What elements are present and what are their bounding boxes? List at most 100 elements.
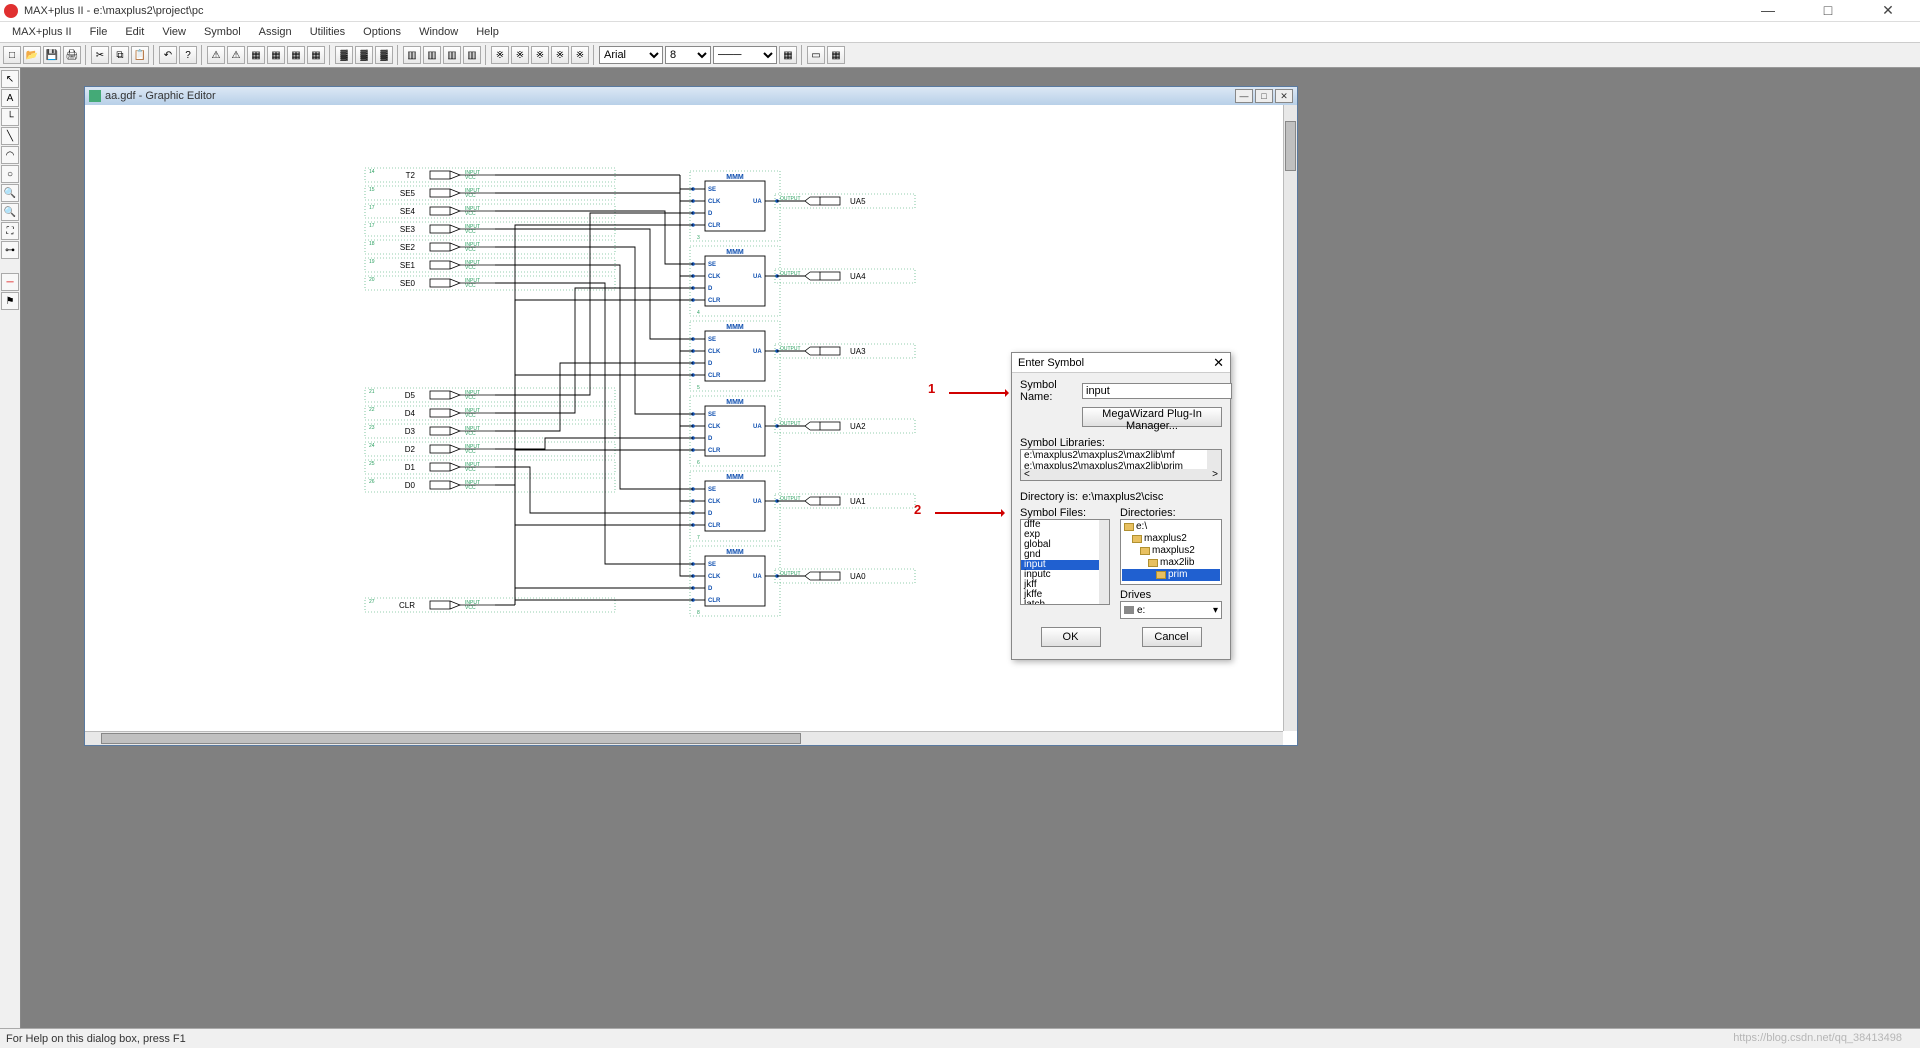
tool-connect-icon[interactable]: ⊶ (1, 241, 19, 259)
menu-utilities[interactable]: Utilities (302, 24, 353, 40)
svg-text:VCC: VCC (465, 265, 476, 271)
ok-button[interactable]: OK (1041, 627, 1101, 647)
tb-sep (85, 45, 87, 65)
svg-text:VCC: VCC (465, 605, 476, 611)
close-button[interactable]: ✕ (1868, 2, 1908, 19)
svg-text:D: D (708, 586, 713, 592)
child-max-button[interactable]: □ (1255, 89, 1273, 103)
symbol-name-input[interactable] (1082, 383, 1232, 399)
child-min-button[interactable]: — (1235, 89, 1253, 103)
linestyle-select[interactable]: ─── (713, 46, 777, 64)
font-select[interactable]: Arial (599, 46, 663, 64)
tb-comp1-icon[interactable]: ▦ (247, 46, 265, 64)
tb-new-icon[interactable]: □ (3, 46, 21, 64)
menu-help[interactable]: Help (468, 24, 507, 40)
menu-window[interactable]: Window (411, 24, 466, 40)
tool-fit-icon[interactable]: ⛶ (1, 222, 19, 240)
lib-item[interactable]: e:\maxplus2\maxplus2\max2lib\mf (1021, 450, 1221, 461)
file-item[interactable]: latch (1021, 600, 1109, 605)
tool-arc-icon[interactable]: ◠ (1, 146, 19, 164)
files-list[interactable]: dffeexpglobalgndinputinputcjkffjkffelatc… (1020, 519, 1110, 605)
minimize-button[interactable]: — (1748, 2, 1788, 19)
dialog-close-button[interactable]: ✕ (1213, 355, 1224, 371)
child-close-button[interactable]: ✕ (1275, 89, 1293, 103)
tb-open-icon[interactable]: 📂 (23, 46, 41, 64)
tool-ortho-icon[interactable]: └ (1, 108, 19, 126)
dir-item[interactable]: maxplus2 (1122, 533, 1220, 545)
tb-print-icon[interactable]: 🖨 (63, 46, 81, 64)
lib-hscroll[interactable]: <> (1021, 469, 1221, 480)
dirs-list[interactable]: e:\maxplus2maxplus2max2libprim (1120, 519, 1222, 585)
tb-net3-icon[interactable]: ※ (531, 46, 549, 64)
tb-warn1-icon[interactable]: ⚠ (207, 46, 225, 64)
tb-chip1-icon[interactable]: ▓ (335, 46, 353, 64)
dir-item[interactable]: max2lib (1122, 557, 1220, 569)
tb-copy-icon[interactable]: ⧉ (111, 46, 129, 64)
tool-pointer-icon[interactable]: ↖ (1, 70, 19, 88)
tb-grid1-icon[interactable]: ▦ (779, 46, 797, 64)
cancel-button[interactable]: Cancel (1142, 627, 1202, 647)
tool-flag-icon[interactable]: ⚑ (1, 292, 19, 310)
svg-text:VCC: VCC (465, 467, 476, 473)
tb-sim3-icon[interactable]: ▥ (443, 46, 461, 64)
tb-net4-icon[interactable]: ※ (551, 46, 569, 64)
tb-grid2-icon[interactable]: ▦ (827, 46, 845, 64)
tb-net1-icon[interactable]: ※ (491, 46, 509, 64)
tb-comp4-icon[interactable]: ▦ (307, 46, 325, 64)
svg-text:UA: UA (753, 499, 762, 505)
tb-sim4-icon[interactable]: ▥ (463, 46, 481, 64)
tb-warn2-icon[interactable]: ⚠ (227, 46, 245, 64)
annot-2 (925, 506, 1005, 523)
drives-select[interactable]: e: ▾ (1120, 601, 1222, 619)
child-vscroll[interactable] (1283, 105, 1297, 731)
tool-text-icon[interactable]: A (1, 89, 19, 107)
menu-edit[interactable]: Edit (117, 24, 152, 40)
svg-text:SE0: SE0 (400, 279, 416, 288)
tb-chip3-icon[interactable]: ▓ (375, 46, 393, 64)
toolbar: □ 📂 💾 🖨 ✂ ⧉ 📋 ↶ ? ⚠ ⚠ ▦ ▦ ▦ ▦ ▓ ▓ ▓ ▥ ▥ … (0, 42, 1920, 68)
tb-sep (801, 45, 803, 65)
dir-item[interactable]: e:\ (1122, 521, 1220, 533)
tool-zoom-out-icon[interactable]: 🔍 (1, 203, 19, 221)
tb-comp2-icon[interactable]: ▦ (267, 46, 285, 64)
svg-text:VCC: VCC (465, 413, 476, 419)
menu-maxplusii[interactable]: MAX+plus II (4, 24, 80, 40)
child-hscroll[interactable] (85, 731, 1283, 745)
tool-line-red-icon[interactable]: ─ (1, 273, 19, 291)
fontsize-select[interactable]: 8 (665, 46, 711, 64)
menu-symbol[interactable]: Symbol (196, 24, 249, 40)
tb-comp3-icon[interactable]: ▦ (287, 46, 305, 64)
tb-cut-icon[interactable]: ✂ (91, 46, 109, 64)
tb-net2-icon[interactable]: ※ (511, 46, 529, 64)
svg-text:CLK: CLK (708, 349, 721, 355)
tool-circle-icon[interactable]: ○ (1, 165, 19, 183)
dir-item[interactable]: maxplus2 (1122, 545, 1220, 557)
lib-vscroll[interactable] (1207, 450, 1221, 469)
tb-rubber-icon[interactable]: ▭ (807, 46, 825, 64)
svg-text:CLR: CLR (708, 448, 721, 454)
menu-options[interactable]: Options (355, 24, 409, 40)
tool-diag-icon[interactable]: ╲ (1, 127, 19, 145)
maximize-button[interactable]: □ (1808, 2, 1848, 19)
svg-text:SE: SE (708, 337, 716, 343)
tb-save-icon[interactable]: 💾 (43, 46, 61, 64)
tb-paste-icon[interactable]: 📋 (131, 46, 149, 64)
tool-zoom-in-icon[interactable]: 🔍 (1, 184, 19, 202)
megawizard-button[interactable]: MegaWizard Plug-In Manager... (1082, 407, 1222, 427)
tb-net5-icon[interactable]: ※ (571, 46, 589, 64)
svg-text:UA: UA (753, 274, 762, 280)
menu-assign[interactable]: Assign (251, 24, 300, 40)
tb-undo-icon[interactable]: ↶ (159, 46, 177, 64)
tb-help-icon[interactable]: ? (179, 46, 197, 64)
tb-chip2-icon[interactable]: ▓ (355, 46, 373, 64)
files-label: Symbol Files: (1020, 507, 1110, 519)
tb-sim1-icon[interactable]: ▥ (403, 46, 421, 64)
menu-file[interactable]: File (82, 24, 116, 40)
svg-text:7: 7 (697, 535, 700, 541)
svg-text:OUTPUT: OUTPUT (780, 496, 801, 502)
menu-view[interactable]: View (154, 24, 194, 40)
lib-list[interactable]: e:\maxplus2\maxplus2\max2lib\mfe:\maxplu… (1020, 449, 1222, 481)
svg-text:SE: SE (708, 412, 716, 418)
tb-sim2-icon[interactable]: ▥ (423, 46, 441, 64)
dir-item[interactable]: prim (1122, 569, 1220, 581)
